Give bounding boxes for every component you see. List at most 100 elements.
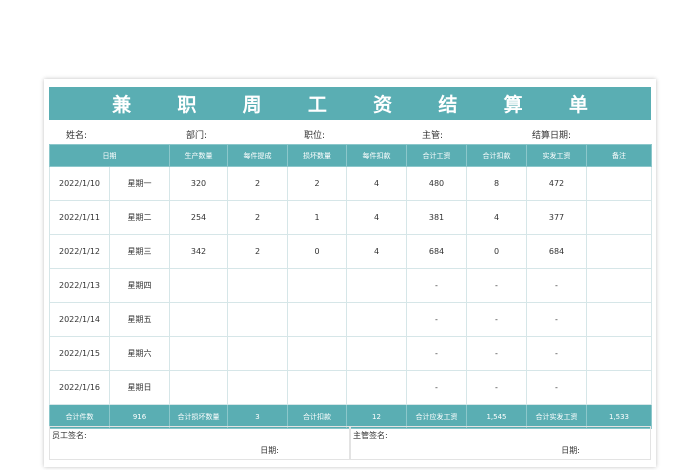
employee-signature-label: 员工签名: [52,431,87,440]
total-cell: 916 [109,404,170,429]
table-cell[interactable]: 4 [466,200,527,235]
table-cell[interactable]: - [466,268,527,303]
table-cell[interactable] [169,336,228,371]
total-cell: 合计扣款 [287,404,347,429]
table-cell[interactable]: - [466,302,527,337]
table-cell[interactable]: 2 [287,166,347,201]
table-cell[interactable]: - [526,268,587,303]
sheet-title: 兼职周工资结算单 [49,87,651,120]
table-cell[interactable]: 8 [466,166,527,201]
title-char: 工 [307,94,327,116]
table-cell[interactable]: 星期五 [109,302,170,337]
table-cell[interactable] [586,370,652,405]
header-cell: 损坏数量 [287,144,347,167]
table-cell[interactable]: 684 [406,234,467,269]
table-cell[interactable] [169,302,228,337]
table-cell[interactable] [346,302,407,337]
table-cell[interactable]: 1 [287,200,347,235]
total-cell: 1,545 [466,404,527,429]
table-cell[interactable]: 2022/1/12 [49,234,110,269]
table-cell[interactable] [287,370,347,405]
date-label: 日期: [260,446,279,455]
table-cell[interactable] [227,336,288,371]
table-cell[interactable]: 2022/1/15 [49,336,110,371]
header-cell: 日期 [49,144,170,167]
table-cell[interactable]: 377 [526,200,587,235]
employee-signature[interactable]: 员工签名: 日期: [49,426,350,460]
total-cell: 3 [227,404,288,429]
table-cell[interactable]: 星期二 [109,200,170,235]
table-cell[interactable] [586,336,652,371]
table-cell[interactable]: 2 [227,234,288,269]
table-cell[interactable] [586,268,652,303]
table-cell[interactable]: 381 [406,200,467,235]
table-cell[interactable] [287,268,347,303]
table-cell[interactable]: 342 [169,234,228,269]
position-label: 职位: [304,131,326,141]
table-row: 2022/1/14 星期五 - - - [49,302,652,337]
table-cell[interactable]: - [406,302,467,337]
total-cell: 合计实发工资 [526,404,587,429]
table-cell[interactable]: - [526,370,587,405]
table-cell[interactable]: 2022/1/14 [49,302,110,337]
header-cell: 每件提成 [227,144,288,167]
total-cell: 合计损坏数量 [169,404,228,429]
table-cell[interactable]: 472 [526,166,587,201]
table-row: 2022/1/13 星期四 - - - [49,268,652,303]
table-cell[interactable] [227,302,288,337]
table-cell[interactable]: 星期日 [109,370,170,405]
table-cell[interactable]: 2022/1/13 [49,268,110,303]
table-cell[interactable]: 684 [526,234,587,269]
table-cell[interactable]: 4 [346,166,407,201]
table-cell[interactable] [586,166,652,201]
table-row: 2022/1/16 星期日 - - - [49,370,652,405]
table-cell[interactable] [346,370,407,405]
table-cell[interactable] [586,234,652,269]
table-cell[interactable] [586,302,652,337]
table-cell[interactable] [586,200,652,235]
table-cell[interactable] [169,268,228,303]
salary-sheet: 兼 职 周 工 资 结 算 单 姓名: 部门: 职位: 主管: 结算日期: 日期 生产数量 每… [44,79,656,467]
info-row: 姓名: 部门: 职位: 主管: 结算日期: [49,120,651,144]
table-cell[interactable]: - [406,268,467,303]
table-cell[interactable]: 2022/1/11 [49,200,110,235]
table-cell[interactable]: - [466,370,527,405]
header-cell: 生产数量 [169,144,228,167]
table-cell[interactable]: - [406,336,467,371]
table-cell[interactable]: 480 [406,166,467,201]
table-cell[interactable]: 2 [227,200,288,235]
supervisor-signature[interactable]: 主管签名: 日期: [350,426,651,460]
table-cell[interactable]: 2 [227,166,288,201]
table-cell[interactable]: - [526,302,587,337]
table-cell[interactable]: 0 [287,234,347,269]
title-char: 算 [503,94,523,116]
table-cell[interactable]: - [406,370,467,405]
table-cell[interactable]: 星期一 [109,166,170,201]
table-cell[interactable]: 4 [346,200,407,235]
table-cell[interactable]: 4 [346,234,407,269]
table-cell[interactable] [227,268,288,303]
table-cell[interactable]: 254 [169,200,228,235]
table-cell[interactable] [346,336,407,371]
total-cell: 合计件数 [49,404,110,429]
table-cell[interactable] [287,336,347,371]
table-cell[interactable]: 星期三 [109,234,170,269]
table-cell[interactable]: 2022/1/16 [49,370,110,405]
table-cell[interactable] [346,268,407,303]
table-cell[interactable] [169,370,228,405]
table-cell[interactable] [227,370,288,405]
table-cell[interactable]: - [526,336,587,371]
header-cell: 每件扣款 [346,144,407,167]
table-cell[interactable]: 320 [169,166,228,201]
date-label: 日期: [561,446,580,455]
signature-row: 员工签名: 日期: 主管签名: 日期: [49,426,651,460]
table-cell[interactable]: 星期六 [109,336,170,371]
table-cell[interactable]: - [466,336,527,371]
table-cell[interactable] [287,302,347,337]
table-cell[interactable]: 0 [466,234,527,269]
title-char: 兼 [112,94,132,116]
total-cell: 12 [346,404,407,429]
table-cell[interactable]: 星期四 [109,268,170,303]
header-cell: 合计工资 [406,144,467,167]
table-cell[interactable]: 2022/1/10 [49,166,110,201]
